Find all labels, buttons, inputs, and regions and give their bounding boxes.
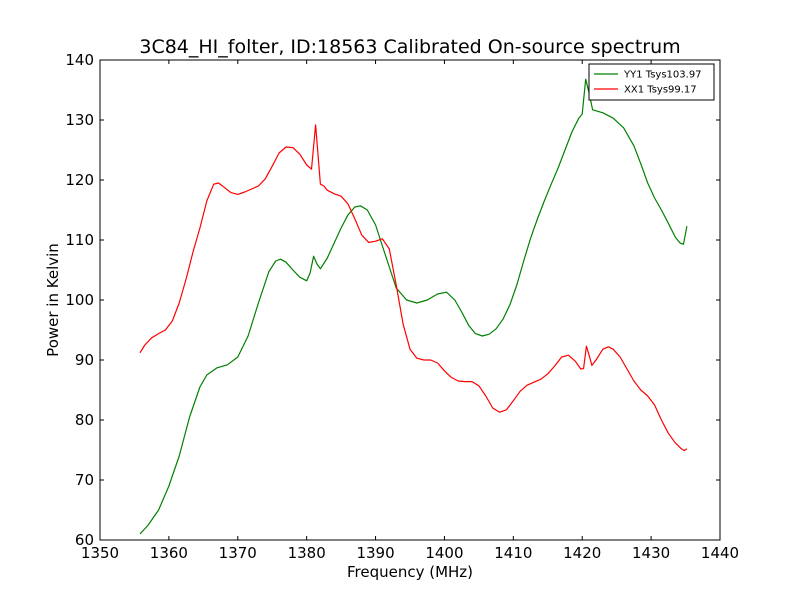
y-tick-label: 90 <box>75 351 94 369</box>
y-tick-label: 120 <box>65 171 94 189</box>
y-tick-label: 110 <box>65 231 94 249</box>
series-line-yy1 <box>139 78 688 535</box>
x-tick-label: 1360 <box>150 544 188 562</box>
y-tick-label: 100 <box>65 291 94 309</box>
x-tick-label: 1390 <box>356 544 394 562</box>
x-tick-label: 1420 <box>563 544 601 562</box>
y-tick-label: 60 <box>75 531 94 549</box>
legend-label-yy1: YY1 Tsys103.97 <box>623 70 702 81</box>
y-tick-label: 130 <box>65 111 94 129</box>
x-tick-label: 1380 <box>288 544 326 562</box>
x-tick-label: 1350 <box>81 544 119 562</box>
series-line-xx1 <box>139 124 688 452</box>
x-tick-label: 1400 <box>425 544 463 562</box>
legend-label-xx1: XX1 Tsys99.17 <box>624 85 697 96</box>
legend: YY1 Tsys103.97 XX1 Tsys99.17 <box>588 63 715 101</box>
x-tick-label: 1370 <box>219 544 257 562</box>
x-tick-label: 1410 <box>494 544 532 562</box>
plot-area: 1350 1360 1370 1380 1390 1400 1410 1420 1430 1440… <box>65 51 739 562</box>
series-layer <box>139 78 688 535</box>
x-tick-label: 1440 <box>701 544 739 562</box>
chart-title: 3C84_HI_folter, ID:18563 Calibrated On-s… <box>139 36 680 58</box>
y-tick-label: 80 <box>75 411 94 429</box>
ticks-layer: 1350 1360 1370 1380 1390 1400 1410 1420 1430 1440… <box>65 51 739 562</box>
y-axis-title: Power in Kelvin <box>44 243 62 357</box>
x-tick-label: 1430 <box>632 544 670 562</box>
y-tick-label: 140 <box>65 51 94 69</box>
plot-frame <box>99 59 721 541</box>
x-axis-title: Frequency (MHz) <box>347 563 473 581</box>
legend-box <box>588 63 715 101</box>
y-tick-label: 70 <box>75 471 94 489</box>
